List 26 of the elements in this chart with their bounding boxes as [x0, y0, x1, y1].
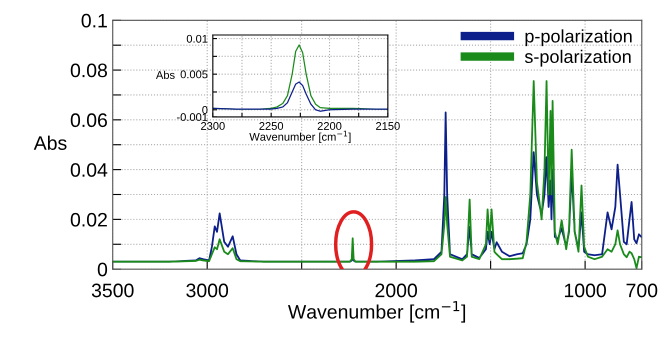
legend-label: s-polarization — [524, 50, 631, 67]
y-tick-label: -0.001 — [176, 113, 208, 122]
x-axis-title: Wavenumber [cm$^{−1}$] — [249, 130, 351, 143]
y-tick-label: 0 — [98, 262, 108, 276]
y-tick-label: 0.1 — [82, 14, 107, 28]
x-tick-label: 3500 — [92, 284, 134, 298]
legend-label: p-polarization — [526, 29, 632, 46]
x-axis-title: Wavenumber [cm$^{−1}$] — [288, 301, 466, 323]
y-axis-title: Abs — [156, 70, 175, 79]
line-series — [212, 81, 388, 112]
x-tick-label: 2300 — [201, 122, 225, 130]
x-tick-label: 2000 — [375, 284, 418, 298]
x-tick-label: 2250 — [259, 122, 284, 130]
y-tick-label: 0.08 — [70, 64, 108, 78]
y-tick-label: 0.005 — [180, 70, 208, 78]
y-tick-label: 0.02 — [70, 212, 107, 227]
y-axis-title: Abs — [34, 136, 67, 150]
y-tick-label: 0.04 — [70, 163, 108, 177]
y-tick-label: 0 — [202, 106, 208, 114]
x-tick-label: 700 — [626, 284, 658, 298]
y-tick-label: 0.01 — [186, 34, 208, 43]
x-tick-label: 1000 — [564, 284, 606, 298]
x-tick-label: 2200 — [318, 122, 342, 130]
x-tick-label: 2150 — [376, 122, 400, 130]
y-tick-label: 0.06 — [70, 113, 107, 128]
x-tick-label: 3000 — [186, 284, 228, 298]
